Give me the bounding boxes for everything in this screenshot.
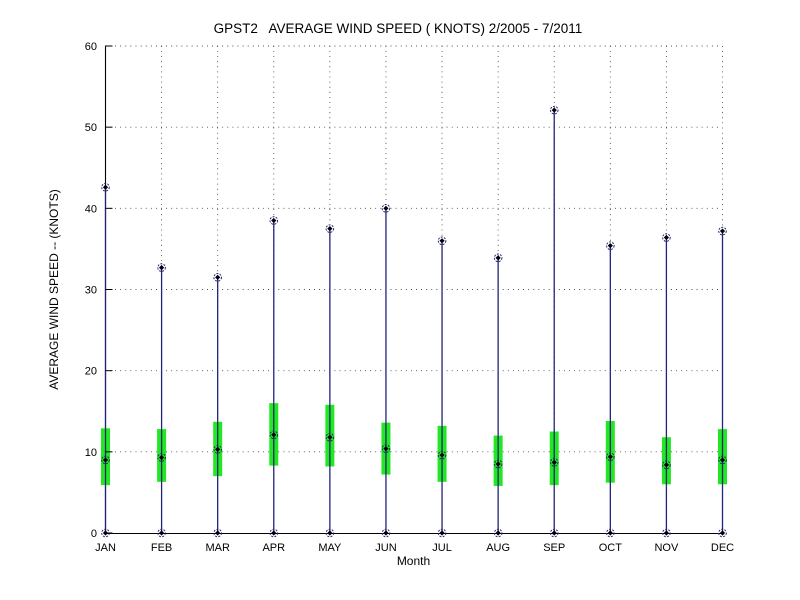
svg-text:DEC: DEC <box>711 542 734 554</box>
svg-text:AUG: AUG <box>486 542 510 554</box>
svg-text:JUL: JUL <box>432 542 452 554</box>
svg-text:0: 0 <box>91 528 97 540</box>
svg-text:JUN: JUN <box>375 542 396 554</box>
svg-text:60: 60 <box>85 41 97 53</box>
svg-text:MAR: MAR <box>205 542 230 554</box>
svg-text:NOV: NOV <box>654 542 679 554</box>
svg-text:Month: Month <box>397 554 430 568</box>
svg-text:10: 10 <box>85 447 97 459</box>
svg-text:50: 50 <box>85 122 97 134</box>
svg-text:MAY: MAY <box>318 542 342 554</box>
svg-text:SEP: SEP <box>543 542 565 554</box>
svg-text:FEB: FEB <box>151 542 172 554</box>
svg-text:30: 30 <box>85 285 97 297</box>
svg-text:40: 40 <box>85 203 97 215</box>
svg-text:AVERAGE WIND SPEED -- (KNOTS): AVERAGE WIND SPEED -- (KNOTS) <box>47 189 61 389</box>
svg-text:OCT: OCT <box>599 542 623 554</box>
svg-text:APR: APR <box>262 542 285 554</box>
svg-text:JAN: JAN <box>95 542 116 554</box>
svg-text:20: 20 <box>85 366 97 378</box>
svg-text:GPST2 AVERAGE WIND SPEED ( K: GPST2 AVERAGE WIND SPEED ( KNOTS) 2/2005… <box>214 21 583 36</box>
